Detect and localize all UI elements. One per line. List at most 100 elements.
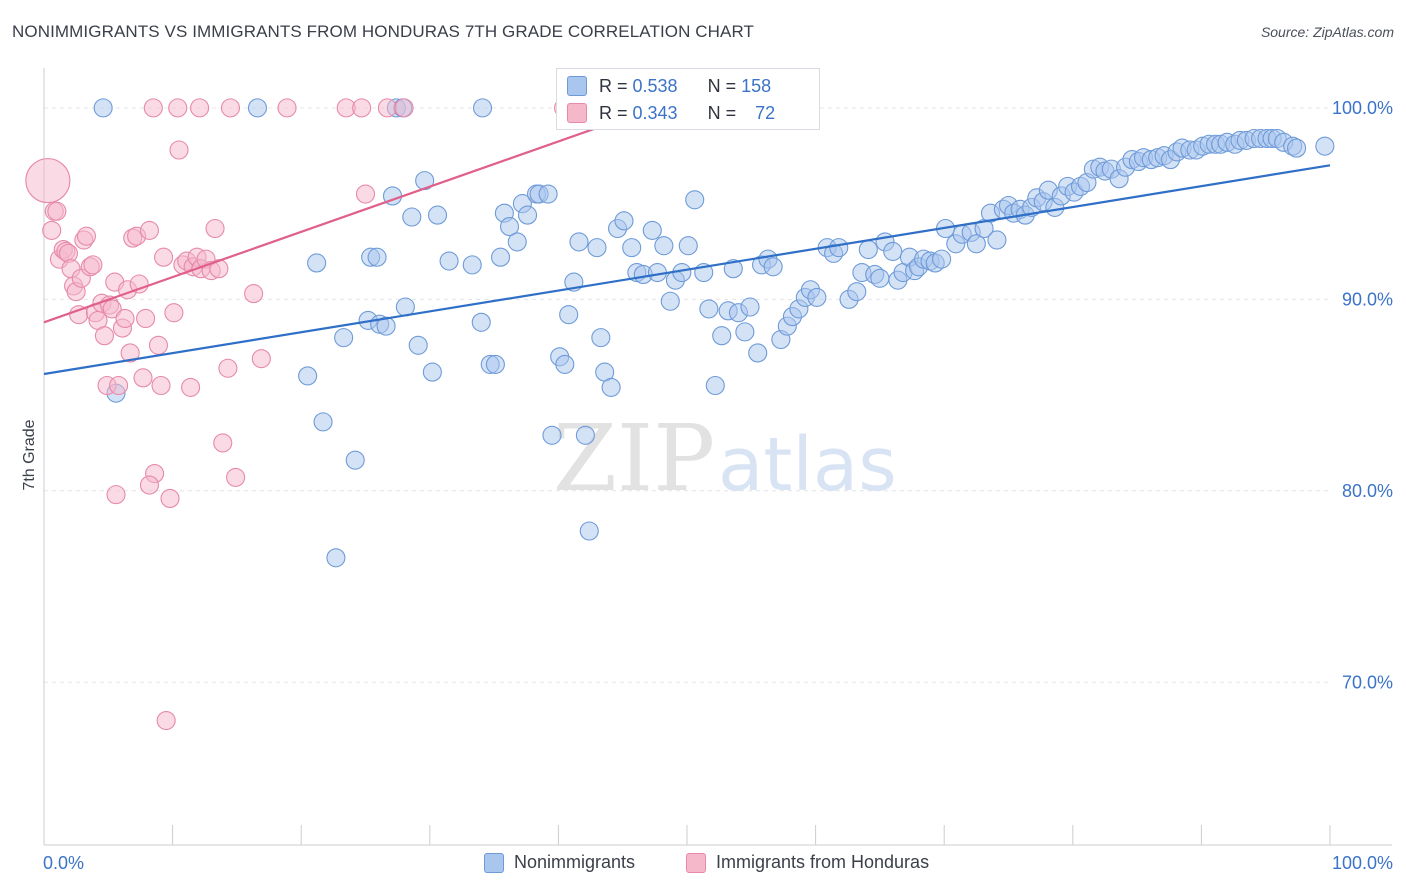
point-nonimmigrants [870,268,890,288]
point-nonimmigrants [345,450,365,470]
point-nonimmigrants [1287,138,1307,158]
point-nonimmigrants [471,312,491,332]
y-tick-label-2: 80.0% [1342,481,1393,501]
point-immigrants-honduras [244,284,264,304]
stats-n-value-blue: 158 [741,75,772,96]
point-nonimmigrants [376,316,396,336]
point-nonimmigrants [660,291,680,311]
point-nonimmigrants [472,98,493,118]
point-nonimmigrants [858,239,878,260]
point-immigrants-honduras [115,308,135,329]
point-immigrants-honduras [394,98,414,118]
point-nonimmigrants [499,217,520,237]
point-nonimmigrants [748,343,768,363]
point-immigrants-honduras [156,710,176,731]
point-immigrants-honduras [220,98,241,118]
y-tick-label-0: 100.0% [1332,98,1393,118]
point-immigrants-honduras [181,377,201,397]
point-immigrants-honduras [160,488,180,509]
point-immigrants-honduras [213,433,233,453]
point-nonimmigrants [559,305,579,325]
point-nonimmigrants [712,326,732,346]
stats-row-pink: R = 0.343 N = 72 [567,100,775,126]
stats-n-label-blue: N = [707,75,742,96]
point-immigrants-honduras [169,140,189,160]
trend-line-nonimmigrants [43,164,1331,376]
point-immigrants-honduras [277,98,297,118]
stats-n-value-pink: 72 [755,102,776,123]
point-nonimmigrants [932,249,952,269]
legend-swatch-pink [686,852,706,873]
watermark-zip: ZIP [553,405,715,512]
point-nonimmigrants [538,184,558,204]
point-immigrants-honduras [133,368,153,388]
series-immigrants-honduras [25,98,574,731]
grid-lines [44,107,1330,683]
point-nonimmigrants [507,232,527,252]
y-axis-title: 7th Grade [21,419,38,490]
point-nonimmigrants [490,247,511,267]
point-nonimmigrants [740,297,760,317]
point-immigrants-honduras [47,201,67,221]
point-immigrants-honduras [94,326,114,346]
point-nonimmigrants [326,548,346,568]
point-nonimmigrants [587,238,607,258]
stats-row-blue: R = 0.538 N = 158 [567,73,771,99]
point-nonimmigrants [723,259,743,279]
point-immigrants-honduras [129,274,149,294]
point-nonimmigrants [699,299,719,319]
point-nonimmigrants [427,205,448,225]
point-immigrants-honduras [42,220,62,240]
trend-lines [43,108,1331,376]
point-immigrants-honduras [83,255,103,275]
chart-title: NONIMMIGRANTS VS IMMIGRANTS FROM HONDURA… [12,22,755,41]
legend-label-immigrants-honduras: Immigrants from Honduras [716,852,930,872]
source-label: Source: ZipAtlas.com [1260,24,1394,40]
point-nonimmigrants [685,190,705,210]
point-immigrants-honduras [106,485,126,505]
point-nonimmigrants [367,247,387,267]
point-nonimmigrants [93,98,113,118]
point-nonimmigrants [334,328,354,348]
y-tick-label-3: 70.0% [1342,672,1393,692]
point-nonimmigrants [575,425,595,445]
stats-r-label-pink: R = [599,102,633,123]
point-nonimmigrants [408,335,428,355]
point-immigrants-honduras [139,475,160,495]
point-immigrants-honduras [148,335,169,355]
stats-n-label-pink: N = [707,102,742,123]
point-nonimmigrants [705,375,725,396]
point-immigrants-honduras [151,375,171,396]
point-immigrants-honduras [154,247,174,267]
point-immigrants-honduras [136,308,156,329]
point-immigrants-honduras [102,299,122,319]
x-tick-label-0: 0.0% [43,853,84,873]
stats-r-value-pink: 0.343 [632,102,678,123]
point-immigrants-honduras [355,184,376,204]
trend-line-immigrants-honduras [43,108,649,324]
stats-swatch-pink [567,103,587,123]
point-nonimmigrants [763,257,783,277]
point-nonimmigrants [422,362,442,382]
point-nonimmigrants [614,211,634,231]
point-nonimmigrants [678,236,698,256]
point-nonimmigrants [847,282,867,302]
point-immigrants-honduras [168,98,188,118]
stats-r-value-blue: 0.538 [632,75,678,96]
point-nonimmigrants [807,287,827,307]
point-nonimmigrants [1315,136,1335,156]
point-immigrants-honduras [164,303,184,323]
y-tick-label-1: 90.0% [1342,289,1393,309]
point-immigrants-honduras [352,98,372,118]
point-nonimmigrants [462,255,482,275]
point-nonimmigrants [601,377,621,397]
stats-box: R = 0.538 N = 158 R = 0.343 N = 72 [556,68,820,130]
point-immigrants-honduras [139,220,160,240]
point-immigrants-honduras [218,358,238,378]
point-nonimmigrants [247,98,268,118]
legend-label-nonimmigrants: Nonimmigrants [514,852,636,872]
point-nonimmigrants [402,207,422,227]
point-nonimmigrants [298,366,318,386]
point-nonimmigrants [622,238,642,258]
point-immigrants-honduras [143,98,163,118]
